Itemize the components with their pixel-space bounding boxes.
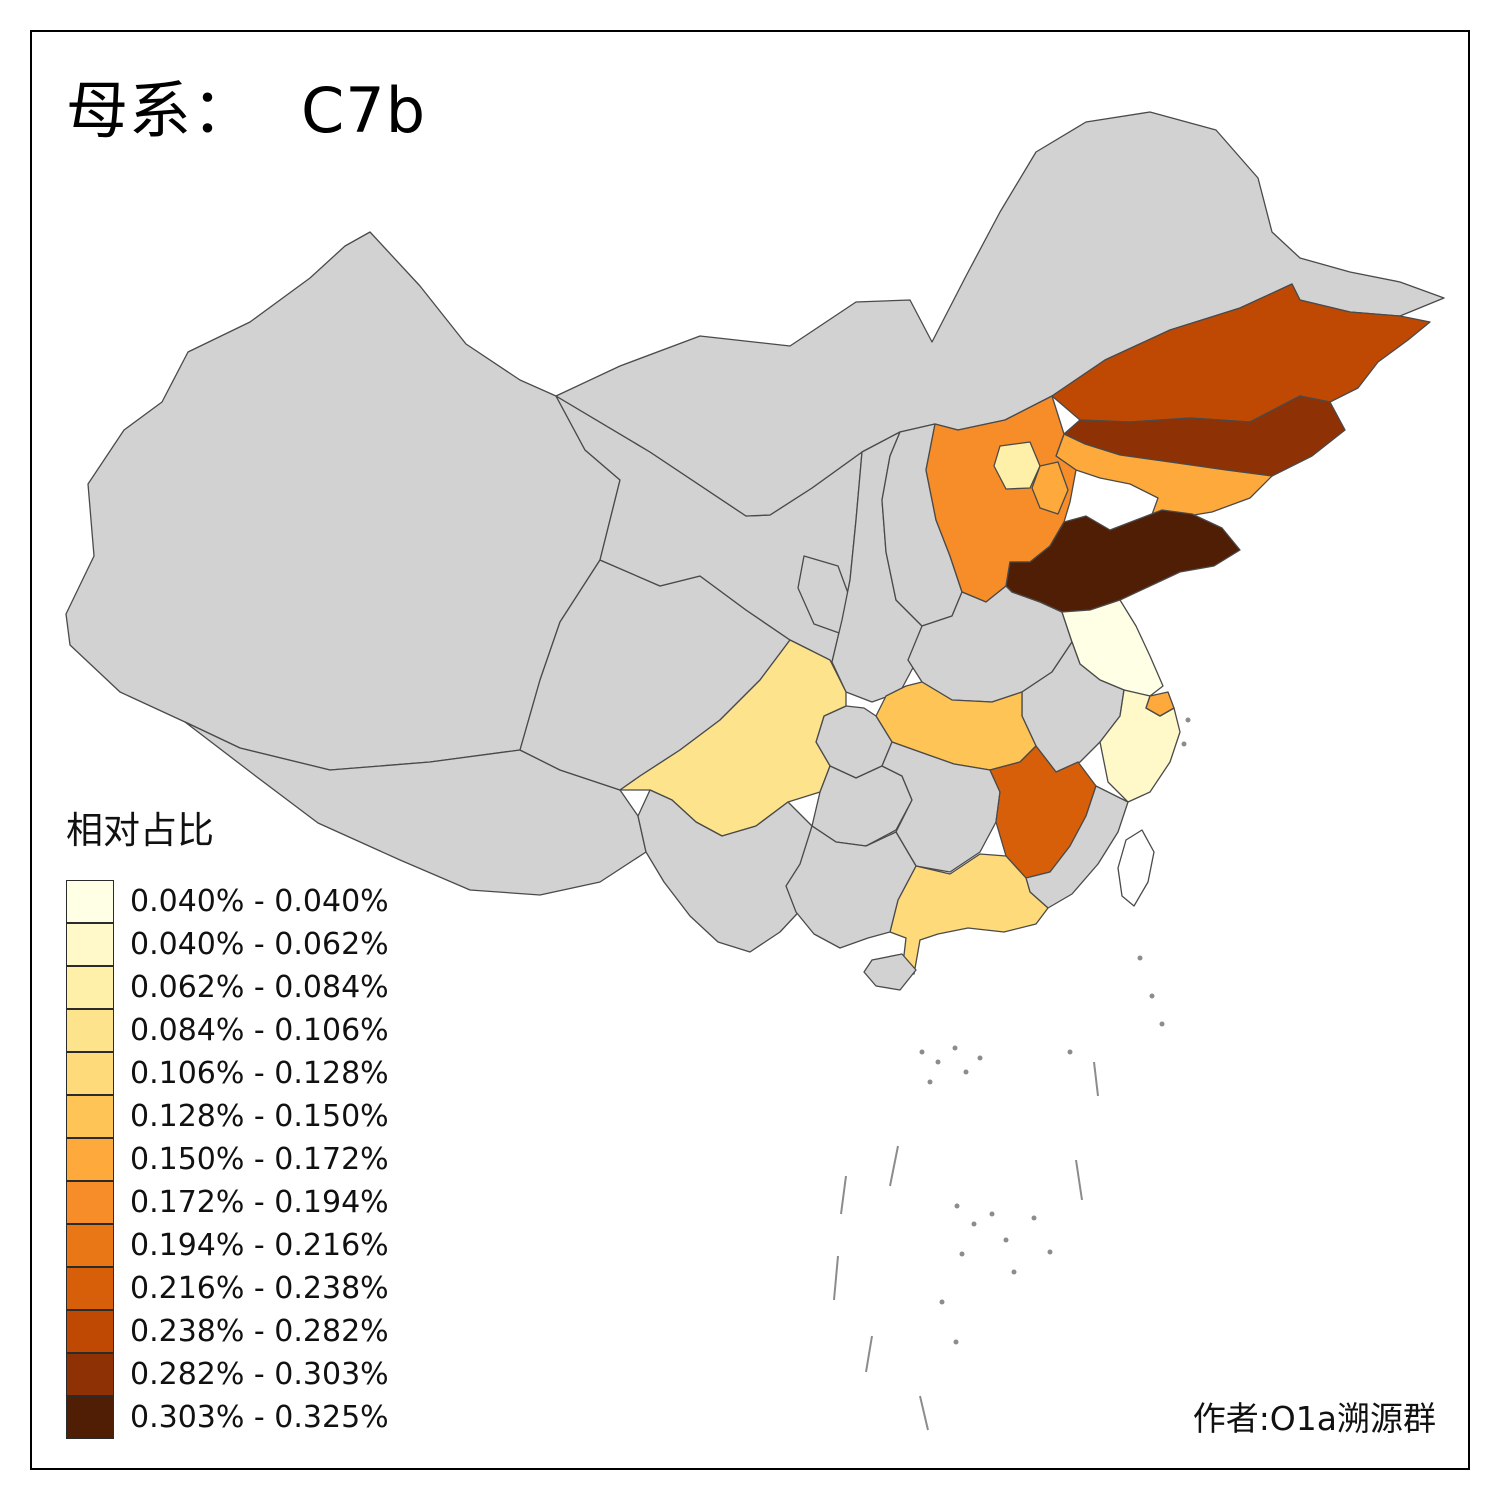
legend-swatch [66,1181,114,1224]
legend-swatch [66,1052,114,1095]
legend-label: 0.084% - 0.106% [130,1013,389,1048]
legend-label: 0.150% - 0.172% [130,1142,389,1177]
legend-swatch [66,1224,114,1267]
legend-label: 0.040% - 0.062% [130,927,389,962]
legend-swatch [66,1310,114,1353]
legend-label: 0.062% - 0.084% [130,970,389,1005]
provinces-group [65,111,1445,991]
legend-item: 0.172% - 0.194% [66,1181,389,1224]
legend-title: 相对占比 [66,809,214,852]
author-credit: 作者:O1a溯源群 [1192,1399,1436,1438]
province-hainan [863,953,917,991]
legend-item: 0.238% - 0.282% [66,1310,389,1353]
legend-swatch [66,880,114,923]
legend-item: 0.128% - 0.150% [66,1095,389,1138]
legend-label: 0.303% - 0.325% [130,1400,389,1435]
legend-swatch [66,923,114,966]
province-tianjin [1031,461,1069,515]
legend-swatch [66,1353,114,1396]
legend-label: 0.238% - 0.282% [130,1314,389,1349]
legend-label: 0.194% - 0.216% [130,1228,389,1263]
legend-item: 0.216% - 0.238% [66,1267,389,1310]
province-beijing [993,441,1041,490]
province-guangdong [889,853,1049,975]
province-hunan [881,741,1001,873]
legend-swatch [66,1138,114,1181]
legend: 相对占比 0.040% - 0.040% 0.040% - 0.062% 0.062… [66,800,389,1439]
legend-item: 0.282% - 0.303% [66,1353,389,1396]
legend-label: 0.128% - 0.150% [130,1099,389,1134]
legend-label: 0.172% - 0.194% [130,1185,389,1220]
sea-islands [919,717,1191,1345]
legend-label: 0.040% - 0.040% [130,884,389,919]
province-shanghai [1145,691,1175,717]
legend-item: 0.040% - 0.040% [66,880,389,923]
legend-swatch [66,1009,114,1052]
legend-item: 0.040% - 0.062% [66,923,389,966]
province-taiwan [1117,829,1155,907]
legend-item: 0.062% - 0.084% [66,966,389,1009]
legend-item: 0.194% - 0.216% [66,1224,389,1267]
legend-swatch [66,1396,114,1439]
legend-item: 0.106% - 0.128% [66,1052,389,1095]
legend-swatch [66,966,114,1009]
map-title: 母系： C7b [66,60,426,150]
title-haplogroup: C7b [301,74,427,147]
legend-item: 0.150% - 0.172% [66,1138,389,1181]
legend-label: 0.216% - 0.238% [130,1271,389,1306]
sea-dash-lines [833,1061,1099,1431]
province-guizhou [811,765,913,847]
title-prefix: 母系： [66,74,256,147]
legend-label: 0.106% - 0.128% [130,1056,389,1091]
legend-items: 0.040% - 0.040% 0.040% - 0.062% 0.062% - 0… [66,880,389,1439]
legend-swatch [66,1095,114,1138]
legend-swatch [66,1267,114,1310]
legend-item: 0.303% - 0.325% [66,1396,389,1439]
legend-item: 0.084% - 0.106% [66,1009,389,1052]
province-guangxi [785,825,917,949]
legend-label: 0.282% - 0.303% [130,1357,389,1392]
